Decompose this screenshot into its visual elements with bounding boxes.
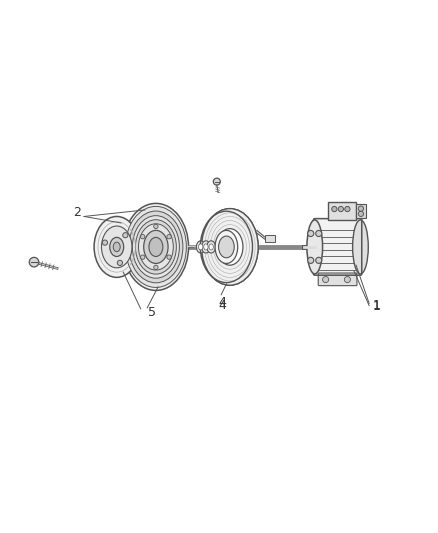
Bar [328,201,356,220]
Circle shape [316,230,322,237]
Ellipse shape [102,226,132,268]
Ellipse shape [217,229,243,265]
Text: 5: 5 [148,306,155,319]
Circle shape [154,224,158,229]
Ellipse shape [353,220,368,274]
Circle shape [332,206,337,212]
FancyBboxPatch shape [314,219,362,275]
Ellipse shape [125,206,186,287]
Ellipse shape [196,241,205,253]
Circle shape [29,257,39,267]
Text: 1: 1 [373,300,381,313]
FancyBboxPatch shape [318,273,357,286]
Ellipse shape [204,244,208,250]
Ellipse shape [135,220,177,274]
Ellipse shape [307,220,322,274]
Ellipse shape [219,236,234,258]
Text: 4: 4 [219,296,226,309]
Circle shape [308,230,314,237]
Ellipse shape [201,241,210,253]
Ellipse shape [149,237,163,256]
Ellipse shape [94,216,139,277]
Text: 1: 1 [372,299,380,312]
Circle shape [141,255,145,260]
Circle shape [102,240,108,245]
Ellipse shape [132,216,180,278]
Ellipse shape [144,230,168,263]
Circle shape [345,206,350,212]
Ellipse shape [123,204,188,290]
Ellipse shape [113,242,120,252]
Circle shape [117,260,123,265]
Text: 2: 2 [74,206,81,219]
Circle shape [338,206,343,212]
Ellipse shape [201,208,258,285]
Circle shape [141,235,145,239]
Circle shape [344,277,350,282]
Circle shape [316,257,322,263]
Bar [265,235,275,241]
Bar [356,204,366,218]
Circle shape [308,257,314,263]
Circle shape [167,235,171,239]
Circle shape [154,265,158,270]
Text: 4: 4 [219,299,226,312]
Ellipse shape [138,224,173,270]
Circle shape [167,255,171,260]
Ellipse shape [215,230,238,263]
Circle shape [322,277,328,282]
Circle shape [213,178,220,185]
Ellipse shape [201,208,258,285]
Circle shape [123,232,128,238]
Ellipse shape [129,211,183,283]
Circle shape [358,206,364,211]
Ellipse shape [110,237,124,256]
Ellipse shape [198,244,203,250]
Ellipse shape [207,241,215,253]
Circle shape [358,211,364,216]
Ellipse shape [209,244,213,250]
